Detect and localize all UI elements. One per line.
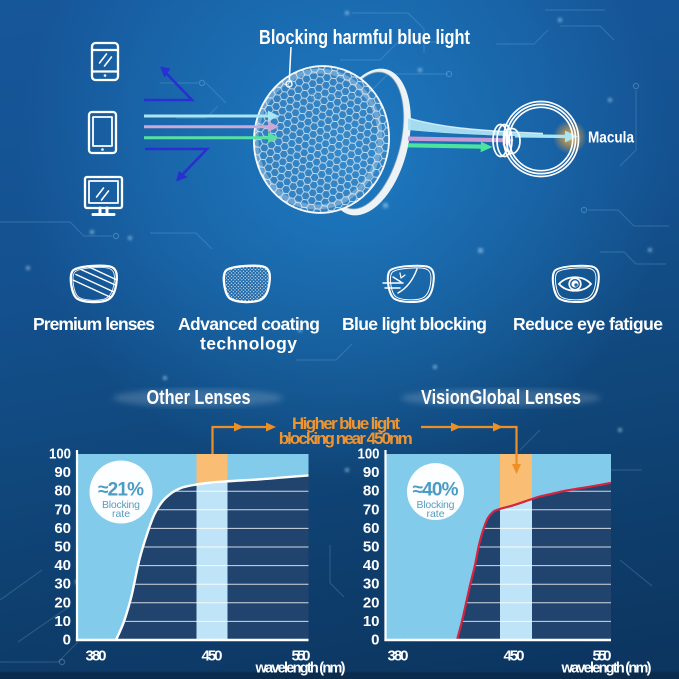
svg-text:30: 30 bbox=[363, 576, 380, 593]
svg-text:wavelength (nm): wavelength (nm) bbox=[561, 661, 652, 677]
svg-text:Premium lenses: Premium lenses bbox=[33, 314, 155, 334]
svg-text:Macula: Macula bbox=[588, 130, 634, 147]
svg-text:0: 0 bbox=[63, 632, 71, 649]
svg-text:30: 30 bbox=[54, 576, 71, 593]
svg-text:70: 70 bbox=[363, 501, 380, 518]
svg-text:0: 0 bbox=[371, 632, 379, 649]
svg-text:Other Lenses: Other Lenses bbox=[147, 387, 251, 409]
svg-text:rate: rate bbox=[112, 508, 130, 520]
svg-text:wavelength (nm): wavelength (nm) bbox=[255, 661, 346, 677]
svg-text:90: 90 bbox=[363, 464, 380, 481]
svg-text:rate: rate bbox=[426, 508, 444, 520]
svg-text:100: 100 bbox=[49, 446, 71, 463]
svg-text:100: 100 bbox=[358, 446, 380, 463]
svg-text:70: 70 bbox=[54, 501, 71, 518]
svg-text:Higher blue light: Higher blue light bbox=[292, 414, 400, 433]
svg-text:60: 60 bbox=[54, 520, 71, 537]
svg-text:Blocking: Blocking bbox=[417, 499, 455, 511]
svg-text:VisionGlobal Lenses: VisionGlobal Lenses bbox=[421, 387, 581, 409]
svg-text:80: 80 bbox=[363, 483, 380, 500]
svg-text:50: 50 bbox=[363, 539, 380, 556]
svg-text:20: 20 bbox=[363, 594, 380, 611]
svg-text:Blocking harmful blue light: Blocking harmful blue light bbox=[259, 27, 470, 49]
svg-text:10: 10 bbox=[54, 613, 71, 630]
svg-text:550: 550 bbox=[593, 648, 612, 665]
svg-text:≈21%: ≈21% bbox=[98, 480, 144, 501]
svg-text:Advanced coating: Advanced coating bbox=[178, 314, 320, 334]
svg-text:380: 380 bbox=[86, 648, 107, 665]
svg-text:Reduce eye fatigue: Reduce eye fatigue bbox=[513, 314, 663, 334]
svg-text:technology: technology bbox=[200, 334, 297, 354]
svg-text:40: 40 bbox=[363, 557, 380, 574]
svg-text:Blue light blocking: Blue light blocking bbox=[342, 314, 487, 334]
svg-text:380: 380 bbox=[388, 648, 409, 665]
svg-text:20: 20 bbox=[54, 594, 71, 611]
svg-text:550: 550 bbox=[292, 648, 311, 665]
svg-text:90: 90 bbox=[54, 464, 71, 481]
svg-text:10: 10 bbox=[363, 613, 380, 630]
svg-text:450: 450 bbox=[202, 648, 223, 665]
svg-text:450: 450 bbox=[504, 648, 525, 665]
svg-text:40: 40 bbox=[54, 557, 71, 574]
svg-text:blocking near 450nm: blocking near 450nm bbox=[279, 429, 413, 448]
svg-text:60: 60 bbox=[363, 520, 380, 537]
svg-text:Blocking: Blocking bbox=[102, 499, 140, 511]
svg-text:80: 80 bbox=[54, 483, 71, 500]
svg-text:50: 50 bbox=[54, 539, 71, 556]
svg-text:≈40%: ≈40% bbox=[413, 480, 459, 501]
